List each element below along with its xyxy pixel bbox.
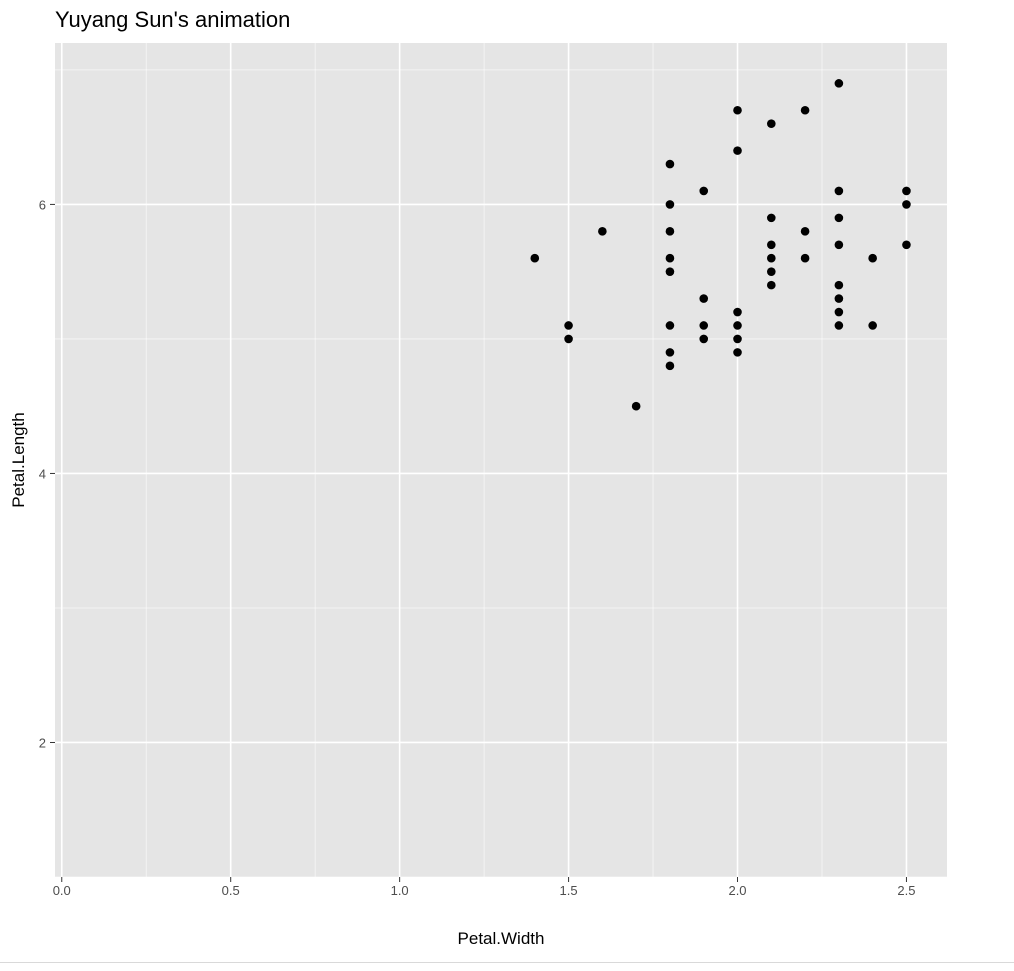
- data-point: [733, 348, 742, 357]
- y-tick-label: 6: [39, 197, 46, 212]
- y-tick-label: 2: [39, 735, 46, 750]
- data-point: [902, 200, 911, 209]
- x-tick-label: 2.5: [897, 883, 915, 898]
- bottom-divider: [0, 962, 1014, 963]
- x-tick-label: 1.0: [391, 883, 409, 898]
- plot-panel: [55, 43, 947, 877]
- data-point: [699, 321, 709, 330]
- data-point: [665, 267, 675, 276]
- data-point: [665, 253, 675, 263]
- data-point: [902, 240, 911, 250]
- y-axis-label: Petal.Length: [9, 412, 28, 507]
- data-point: [767, 267, 776, 276]
- data-point: [598, 227, 607, 236]
- data-point: [800, 227, 810, 236]
- data-point: [834, 79, 844, 88]
- data-point: [800, 253, 810, 263]
- y-tick-label: 4: [39, 466, 46, 481]
- x-tick-label: 1.5: [560, 883, 578, 898]
- data-point: [665, 159, 675, 169]
- data-point: [834, 307, 844, 317]
- data-point: [665, 227, 675, 236]
- data-point: [868, 321, 877, 330]
- data-point: [733, 105, 742, 115]
- data-point: [733, 146, 742, 155]
- data-point: [564, 321, 573, 330]
- data-point: [733, 334, 742, 344]
- data-point: [767, 240, 776, 250]
- data-point: [834, 280, 844, 290]
- data-point: [564, 334, 573, 344]
- data-point: [733, 307, 742, 317]
- data-point: [767, 280, 776, 290]
- data-point: [834, 240, 844, 250]
- data-point: [868, 253, 877, 263]
- data-point: [902, 186, 911, 196]
- data-point: [699, 294, 709, 303]
- data-point: [530, 253, 540, 263]
- data-point: [665, 361, 675, 371]
- data-point: [767, 119, 776, 129]
- data-point: [665, 321, 675, 330]
- x-tick-label: 0.0: [53, 883, 71, 898]
- data-point: [631, 401, 641, 411]
- x-tick-label: 0.5: [222, 883, 240, 898]
- data-point: [767, 213, 776, 223]
- x-axis-label: Petal.Width: [458, 929, 545, 948]
- data-point: [699, 186, 709, 196]
- data-point: [699, 334, 709, 344]
- data-point: [834, 294, 844, 303]
- data-point: [834, 186, 844, 196]
- data-point: [767, 253, 776, 263]
- x-tick-label: 2.0: [728, 883, 746, 898]
- data-point: [665, 200, 675, 209]
- data-point: [665, 348, 675, 357]
- chart-title: Yuyang Sun's animation: [55, 7, 290, 32]
- data-point: [834, 213, 844, 223]
- data-point: [800, 105, 810, 115]
- data-point: [834, 321, 844, 330]
- data-point: [733, 321, 742, 330]
